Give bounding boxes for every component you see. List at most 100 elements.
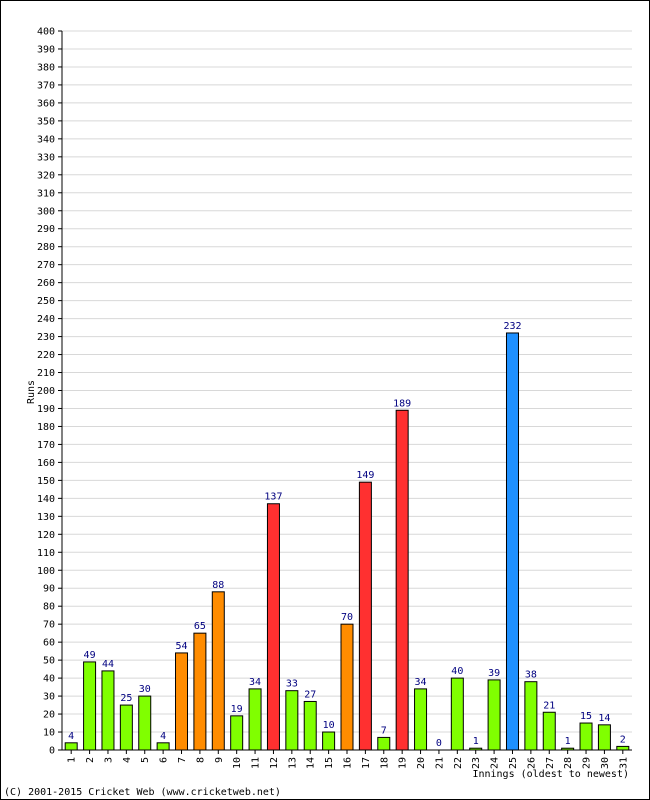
bar-value-label: 30 bbox=[139, 684, 151, 695]
y-axis-title: Runs bbox=[26, 380, 37, 404]
x-tick-label: 24 bbox=[490, 757, 501, 769]
copyright-footer: (C) 2001-2015 Cricket Web (www.cricketwe… bbox=[4, 787, 281, 798]
bar-value-label: 27 bbox=[304, 689, 316, 700]
x-tick-label: 15 bbox=[324, 757, 335, 769]
x-tick-label: 29 bbox=[582, 757, 593, 769]
bar-value-label: 7 bbox=[381, 725, 387, 736]
x-tick-label: 28 bbox=[563, 757, 574, 769]
x-tick-label: 31 bbox=[618, 757, 629, 769]
x-tick-label: 21 bbox=[434, 757, 445, 769]
x-tick-label: 9 bbox=[214, 757, 225, 763]
x-tick-label: 13 bbox=[287, 757, 298, 769]
x-tick-label: 10 bbox=[232, 757, 243, 769]
bar bbox=[616, 745, 630, 751]
y-tick-label: 360 bbox=[37, 98, 55, 109]
bar bbox=[579, 722, 593, 751]
y-tick-label: 330 bbox=[37, 152, 55, 163]
axes bbox=[61, 31, 632, 751]
y-tick-label: 260 bbox=[37, 278, 55, 289]
bar-value-label: 10 bbox=[323, 720, 335, 731]
x-tick-label: 4 bbox=[122, 757, 133, 763]
y-tick-label: 320 bbox=[37, 170, 55, 181]
y-tick-label: 210 bbox=[37, 368, 55, 379]
bar bbox=[64, 742, 78, 751]
bar-value-label: 19 bbox=[231, 704, 243, 715]
bar bbox=[322, 731, 336, 751]
x-tick-label: 2 bbox=[85, 757, 96, 763]
bar-value-label: 149 bbox=[356, 470, 374, 481]
x-tick-label: 5 bbox=[140, 757, 151, 763]
bars bbox=[64, 332, 630, 751]
x-tick-label: 14 bbox=[306, 757, 317, 769]
bar bbox=[542, 711, 556, 751]
bar bbox=[377, 736, 391, 751]
x-tick-label: 11 bbox=[251, 757, 262, 769]
y-tick-label: 270 bbox=[37, 260, 55, 271]
y-tick-label: 340 bbox=[37, 134, 55, 145]
x-axis-ticks: 1 2 3 4 5 6 7 8 9 10 11 12 13 14 15 16 17 18 19 20 21 22 23 24 2… bbox=[67, 750, 629, 769]
bar bbox=[193, 632, 207, 751]
y-tick-label: 280 bbox=[37, 242, 55, 253]
y-axis-ticks: 0 10 20 30 40 50 60 70 80 90 100 110 120 130 140 150 160… bbox=[37, 27, 62, 757]
bar bbox=[230, 715, 244, 751]
gridlines bbox=[62, 30, 632, 733]
bar bbox=[138, 695, 152, 751]
y-tick-label: 290 bbox=[37, 224, 55, 235]
y-tick-label: 0 bbox=[49, 746, 55, 757]
bar-value-label: 14 bbox=[598, 713, 610, 724]
bar bbox=[248, 688, 262, 751]
bar bbox=[175, 652, 189, 751]
bar bbox=[101, 670, 115, 751]
x-tick-label: 19 bbox=[398, 757, 409, 769]
y-tick-label: 90 bbox=[43, 584, 55, 595]
bar-value-label: 34 bbox=[249, 677, 261, 688]
bar-value-label: 54 bbox=[175, 641, 187, 652]
y-tick-label: 80 bbox=[43, 602, 55, 613]
bar bbox=[211, 591, 225, 751]
bar bbox=[505, 332, 519, 751]
bar bbox=[358, 481, 372, 751]
y-tick-label: 180 bbox=[37, 422, 55, 433]
y-tick-label: 200 bbox=[37, 386, 55, 397]
bar bbox=[340, 623, 354, 751]
y-tick-label: 400 bbox=[37, 27, 55, 38]
y-tick-label: 220 bbox=[37, 350, 55, 361]
bar bbox=[285, 690, 299, 751]
bar bbox=[266, 503, 280, 751]
x-tick-label: 26 bbox=[526, 757, 537, 769]
bar bbox=[83, 661, 97, 751]
x-axis-title: Innings (oldest to newest) bbox=[472, 769, 629, 780]
bar-value-label: 2 bbox=[620, 734, 626, 745]
bar-value-label: 21 bbox=[543, 700, 555, 711]
bar-value-label: 70 bbox=[341, 612, 353, 623]
y-tick-label: 380 bbox=[37, 62, 55, 73]
y-tick-label: 130 bbox=[37, 512, 55, 523]
bar-value-label: 137 bbox=[264, 492, 282, 503]
y-tick-label: 120 bbox=[37, 530, 55, 541]
x-tick-label: 12 bbox=[269, 757, 280, 769]
bar-value-label: 38 bbox=[525, 670, 537, 681]
y-tick-label: 110 bbox=[37, 548, 55, 559]
x-tick-label: 18 bbox=[379, 757, 390, 769]
x-tick-label: 23 bbox=[471, 757, 482, 769]
x-tick-label: 7 bbox=[177, 757, 188, 763]
y-tick-label: 170 bbox=[37, 440, 55, 451]
bar-value-label: 33 bbox=[286, 679, 298, 690]
bar bbox=[487, 679, 501, 751]
y-tick-label: 160 bbox=[37, 458, 55, 469]
y-tick-label: 230 bbox=[37, 332, 55, 343]
y-tick-label: 370 bbox=[37, 80, 55, 91]
y-tick-label: 310 bbox=[37, 188, 55, 199]
bar-value-label: 88 bbox=[212, 580, 224, 591]
x-tick-label: 1 bbox=[67, 757, 78, 763]
y-tick-label: 20 bbox=[43, 710, 55, 721]
y-tick-label: 300 bbox=[37, 206, 55, 217]
y-tick-label: 390 bbox=[37, 44, 55, 55]
x-tick-label: 6 bbox=[159, 757, 170, 763]
x-tick-label: 17 bbox=[361, 757, 372, 769]
x-tick-label: 3 bbox=[103, 757, 114, 763]
x-tick-label: 30 bbox=[600, 757, 611, 769]
bar-value-label: 39 bbox=[488, 668, 500, 679]
